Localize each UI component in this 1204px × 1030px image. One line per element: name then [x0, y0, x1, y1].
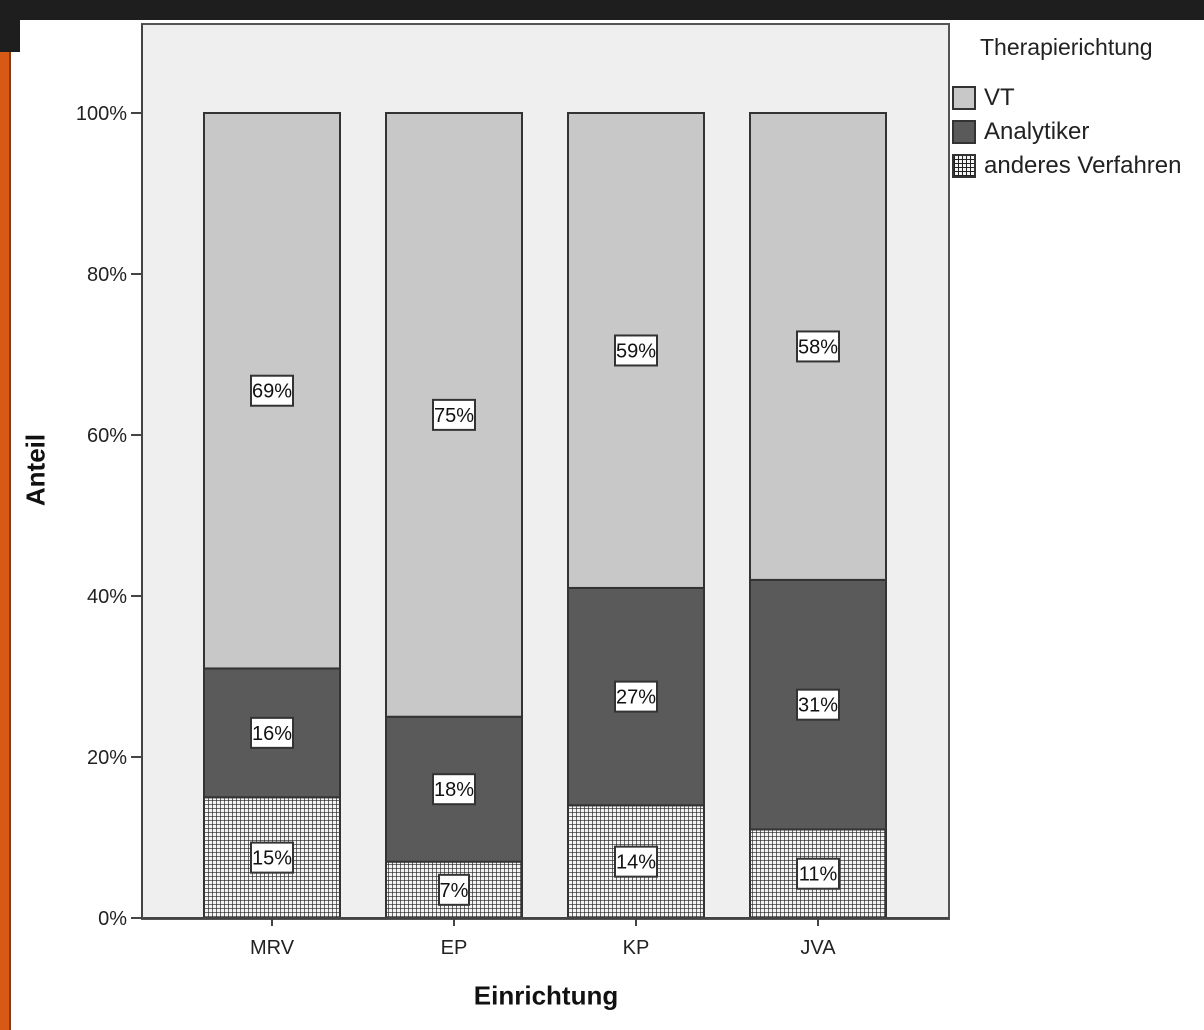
x-tick-label-kp: KP [623, 937, 650, 959]
x-tick-label-jva: JVA [800, 937, 836, 959]
legend-swatch-vt [952, 86, 976, 110]
y-tick-label-0: 0% [98, 908, 127, 930]
data-label-box-kp-vt [614, 334, 658, 367]
y-axis-title: Anteil [20, 433, 51, 507]
legend-swatch-analytiker [952, 120, 976, 144]
data-label-box-jva-analytiker [796, 688, 840, 721]
data-label-jva-analytiker: 31% [798, 695, 838, 717]
x-tick-label-mrv: MRV [250, 937, 295, 959]
data-label-ep-analytiker: 18% [434, 779, 474, 801]
legend-label-vt: VT [984, 84, 1015, 111]
y-tick-label-80: 80% [87, 264, 127, 286]
data-label-box-mrv-analytiker [250, 716, 294, 749]
data-label-jva-vt: 58% [798, 336, 838, 358]
data-label-mrv-vt: 69% [252, 381, 292, 403]
data-label-mrv-analytiker: 16% [252, 723, 292, 745]
data-label-box-kp-anderes-verfahren [614, 845, 658, 878]
data-label-kp-analytiker: 27% [616, 687, 656, 709]
data-label-kp-vt: 59% [616, 340, 656, 362]
legend-swatch-anderes-verfahren [952, 154, 976, 178]
data-label-box-kp-analytiker [614, 680, 658, 713]
legend-label-anderes-verfahren: anderes Verfahren [984, 152, 1182, 179]
legend-title: Therapierichtung [980, 34, 1153, 60]
data-label-ep-anderes-verfahren: 7% [440, 880, 469, 902]
y-tick-label-100: 100% [76, 103, 127, 125]
data-label-mrv-anderes-verfahren: 15% [252, 848, 292, 870]
y-tick-label-60: 60% [87, 425, 127, 447]
data-label-kp-anderes-verfahren: 14% [616, 852, 656, 874]
data-label-box-jva-vt [796, 330, 840, 363]
data-label-box-mrv-vt [250, 374, 294, 407]
x-tick-label-ep: EP [441, 937, 468, 959]
x-axis-title: Einrichtung [473, 980, 619, 1011]
data-label-box-ep-anderes-verfahren [438, 873, 470, 906]
data-label-box-ep-vt [432, 398, 476, 431]
data-label-ep-vt: 75% [434, 405, 474, 427]
legend-label-analytiker: Analytiker [984, 118, 1090, 145]
data-label-box-ep-analytiker [432, 773, 476, 806]
left-accent-strip [0, 52, 9, 1030]
y-tick-label-40: 40% [87, 586, 127, 608]
y-tick-label-20: 20% [87, 747, 127, 769]
data-label-jva-anderes-verfahren: 11% [799, 864, 838, 886]
data-label-box-jva-anderes-verfahren [796, 857, 840, 890]
data-label-box-mrv-anderes-verfahren [250, 841, 294, 874]
left-accent-edge [9, 52, 11, 1030]
